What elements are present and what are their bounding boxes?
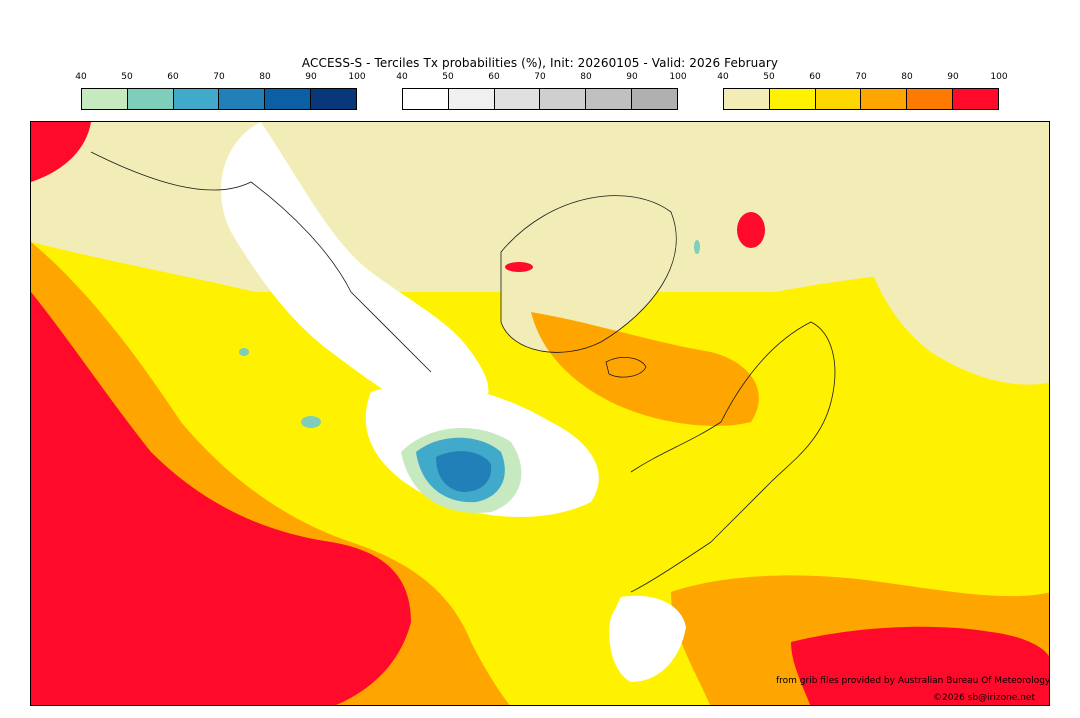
legend-tick: 40 bbox=[717, 72, 729, 82]
legend-swatches bbox=[81, 88, 357, 110]
legend-swatch bbox=[724, 89, 770, 109]
legend-tick: 50 bbox=[442, 72, 454, 82]
legend-tick: 80 bbox=[901, 72, 913, 82]
legend-swatch bbox=[127, 89, 174, 109]
legend-swatch bbox=[586, 89, 633, 109]
legend-tick: 60 bbox=[167, 72, 179, 82]
legend-tick: 90 bbox=[947, 72, 959, 82]
coastline-europe bbox=[630, 321, 836, 593]
region-canada-white bbox=[221, 122, 489, 422]
legend-below-normal: 40 50 60 70 80 90 100 bbox=[75, 72, 366, 112]
probability-map bbox=[30, 121, 1050, 706]
legend-swatch bbox=[448, 89, 495, 109]
legend-tick: 100 bbox=[990, 72, 1008, 82]
legend-tick: 70 bbox=[855, 72, 867, 82]
legend-swatches bbox=[723, 88, 999, 110]
region-subtropics-red bbox=[31, 292, 411, 705]
legend-tick: 50 bbox=[121, 72, 133, 82]
region-east-beige bbox=[851, 173, 1049, 385]
legend-tick: 100 bbox=[348, 72, 366, 82]
legend-tick: 90 bbox=[626, 72, 638, 82]
legend-swatch bbox=[540, 89, 587, 109]
legend-tick: 70 bbox=[534, 72, 546, 82]
legend-swatch bbox=[861, 89, 908, 109]
copyright: ©2026 sb@irizone.net bbox=[933, 693, 1035, 703]
coastline-canada bbox=[90, 151, 432, 373]
region-greenland-red bbox=[505, 262, 533, 272]
legend-tick: 100 bbox=[669, 72, 687, 82]
region-greenland-beige bbox=[501, 195, 677, 353]
coastline-greenland bbox=[500, 195, 677, 353]
legend-swatch bbox=[769, 89, 816, 109]
legend-swatch bbox=[311, 89, 356, 109]
legend-tick: 40 bbox=[396, 72, 408, 82]
legend-swatch bbox=[173, 89, 220, 109]
legend-tick: 90 bbox=[305, 72, 317, 82]
region-atlantic-midblue bbox=[436, 451, 492, 492]
legend-tick: 70 bbox=[213, 72, 225, 82]
legend-swatch bbox=[82, 89, 128, 109]
data-credit: from grib files provided by Australian B… bbox=[776, 676, 1051, 686]
legend-swatches bbox=[402, 88, 678, 110]
legend-swatch bbox=[953, 89, 998, 109]
map-canvas bbox=[31, 122, 1049, 705]
legend-swatch bbox=[632, 89, 677, 109]
legend-above-normal: 40 50 60 70 80 90 100 bbox=[717, 72, 1008, 112]
region-labrador-teal bbox=[301, 416, 321, 428]
region-labrador-teal bbox=[239, 348, 249, 356]
legend-swatch bbox=[403, 89, 449, 109]
legend-tick: 80 bbox=[580, 72, 592, 82]
legend-swatch bbox=[907, 89, 954, 109]
legend-swatch bbox=[815, 89, 862, 109]
legend-tick: 60 bbox=[809, 72, 821, 82]
legend-near-normal: 40 50 60 70 80 90 100 bbox=[396, 72, 687, 112]
legend-swatch bbox=[265, 89, 312, 109]
legend-swatch bbox=[219, 89, 266, 109]
region-iberia-white bbox=[609, 595, 686, 682]
region-jan-mayen-teal bbox=[694, 240, 700, 254]
coastline-iceland bbox=[605, 357, 647, 378]
region-northwest-red bbox=[31, 122, 91, 182]
region-barents-red bbox=[737, 212, 765, 248]
region-mediterranean-red bbox=[791, 626, 1049, 705]
legend-tick: 40 bbox=[75, 72, 87, 82]
legend-tick: 80 bbox=[259, 72, 271, 82]
legend-tick: 50 bbox=[763, 72, 775, 82]
legend-tick: 60 bbox=[488, 72, 500, 82]
legend-swatch bbox=[494, 89, 541, 109]
chart-title: ACCESS-S - Terciles Tx probabilities (%)… bbox=[301, 56, 779, 70]
